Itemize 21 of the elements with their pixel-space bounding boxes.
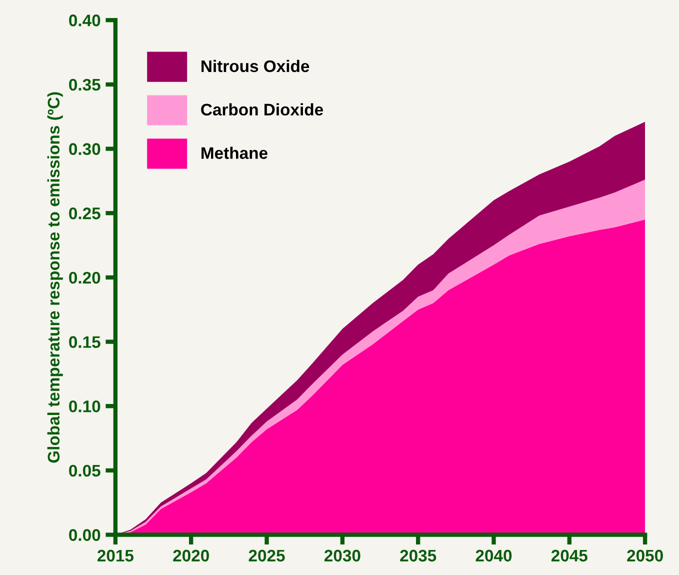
- legend-label: Methane: [202, 146, 268, 159]
- y-tick-label: 0.15: [69, 336, 100, 348]
- legend-label: Carbon Dioxide: [201, 103, 324, 116]
- y-tick-label: 0.35: [69, 78, 100, 91]
- y-axis-title: Global temperature response to emissions (ºC): [47, 92, 63, 463]
- x-tick-label: 2030: [324, 550, 360, 562]
- legend-label: Nitrous Oxide: [202, 60, 310, 72]
- y-tick-label: 0.20: [69, 272, 100, 284]
- x-tick-label: 2035: [400, 550, 436, 562]
- x-tick-label: 2025: [248, 550, 285, 562]
- x-tick-label: 2050: [627, 550, 663, 562]
- y-tick-label: 0.10: [69, 400, 100, 412]
- x-tick-label: 2045: [551, 550, 588, 562]
- y-tick-label: 0.30: [69, 143, 100, 156]
- y-tick-label: 0.40: [69, 14, 100, 26]
- x-tick-label: 2020: [173, 550, 209, 562]
- y-tick-label: 0.25: [69, 208, 100, 220]
- y-tick-label: 0.00: [69, 529, 100, 541]
- x-tick-label: 2040: [476, 550, 512, 562]
- y-tick-label: 0.05: [69, 464, 100, 477]
- x-tick-label: 2015: [97, 550, 134, 562]
